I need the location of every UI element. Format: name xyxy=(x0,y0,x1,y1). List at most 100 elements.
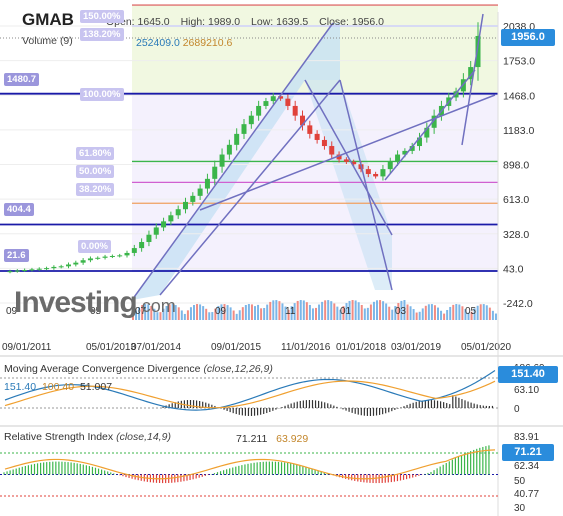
volume-bar xyxy=(446,310,449,320)
volume-bar xyxy=(394,306,397,320)
volume-bar xyxy=(321,301,324,320)
volume-bar xyxy=(168,304,171,320)
volume-bar xyxy=(351,300,354,320)
volume-bar xyxy=(308,304,311,320)
rsi-title: Relative Strength Index (close,14,9) xyxy=(4,431,171,443)
volume-bar xyxy=(470,311,473,320)
candle-body xyxy=(153,227,159,235)
volume-bar xyxy=(433,305,436,320)
volume-bar xyxy=(461,306,464,320)
volume-bar xyxy=(266,304,269,320)
candle-body xyxy=(409,146,415,151)
volume-bar xyxy=(354,300,357,320)
volume-bar xyxy=(388,306,391,320)
volume-bar xyxy=(205,308,208,320)
x-tick-label: 03 xyxy=(395,306,407,317)
candle-body xyxy=(380,169,386,177)
volume-bar xyxy=(382,301,385,320)
candle-body xyxy=(36,268,42,270)
volume-bar xyxy=(296,300,299,320)
volume-bar xyxy=(372,301,375,320)
rsi-params: (close,14,9) xyxy=(116,431,171,443)
candle-body xyxy=(234,133,240,145)
rsi-axis-label: 40.77 xyxy=(514,489,539,500)
symbol-title: GMAB xyxy=(22,10,74,29)
y-tick-label: 613.0 xyxy=(503,194,529,206)
volume-bar xyxy=(220,304,223,320)
volume-bar xyxy=(348,300,351,320)
volume-bar xyxy=(156,312,159,320)
volume-bar xyxy=(452,304,455,320)
candle-body xyxy=(270,96,276,102)
candle-body xyxy=(365,169,371,174)
volume-bar xyxy=(260,308,263,320)
volume-bar xyxy=(144,304,147,320)
candle-body xyxy=(431,115,437,128)
y-tick-label: 1183.0 xyxy=(503,125,534,137)
volume-bar xyxy=(458,304,461,320)
volume-bar xyxy=(287,309,290,320)
candle-body xyxy=(109,255,115,257)
volume-bar xyxy=(180,310,183,320)
candle-body xyxy=(168,215,174,222)
volume-bar xyxy=(229,307,232,320)
macd-title: Moving Average Convergence Divergence (c… xyxy=(4,363,273,375)
candle-body xyxy=(117,255,123,257)
y-tick-label: 1468.0 xyxy=(503,90,535,102)
rsi-value-tag: 71.21 xyxy=(502,444,554,461)
candle-body xyxy=(212,166,218,179)
volume-bar xyxy=(196,304,199,320)
volume-bar xyxy=(147,304,150,320)
macd-signal-line xyxy=(4,380,496,409)
macd-axis-label: 63.10 xyxy=(514,385,539,396)
x-tick-label: 07 xyxy=(135,306,147,317)
trend-line xyxy=(384,69,476,181)
volume-bar xyxy=(263,307,266,320)
investing-logo: Investing.com xyxy=(14,286,176,320)
candle-body xyxy=(58,266,64,268)
candle-body xyxy=(424,127,430,138)
candle-body xyxy=(387,161,393,170)
x-date-label: 01/01/2018 xyxy=(336,342,386,353)
candle-body xyxy=(351,161,357,165)
high-value: High: 1989.0 xyxy=(180,16,241,28)
candle-body xyxy=(395,154,401,162)
x-tick-label: 01 xyxy=(340,306,352,317)
macd-value-tag: 151.40 xyxy=(498,366,558,383)
volume-bar xyxy=(464,309,467,320)
volume-bar xyxy=(241,307,244,320)
volume-bar xyxy=(421,308,424,320)
volume-bar xyxy=(336,306,339,320)
volume-value-b: 2689210.6 xyxy=(182,37,233,49)
candle-body xyxy=(197,188,203,196)
volume-bar xyxy=(284,306,287,320)
candle-body xyxy=(183,201,188,210)
volume-label: Volume (9) xyxy=(22,35,73,47)
volume-bar xyxy=(357,302,360,320)
volume-bar xyxy=(467,312,470,320)
x-date-label: 05/01/2013 xyxy=(86,342,136,353)
rsi-title-text: Relative Strength Index xyxy=(4,431,114,443)
fib-label-382: 38.20% xyxy=(76,183,115,196)
x-tick-label: 05 xyxy=(465,306,477,317)
x-tick-label: 09 xyxy=(6,306,18,317)
rsi-signal-value: 63.929 xyxy=(276,433,309,445)
level-label-404: 404.4 xyxy=(4,203,34,216)
candle-body xyxy=(300,115,305,126)
level-label-1480: 1480.7 xyxy=(4,73,40,86)
volume-bar xyxy=(455,304,458,320)
volume-values: 252409.0 2689210.6 xyxy=(136,37,232,49)
logo-suffix: .com xyxy=(136,296,176,316)
volume-bar xyxy=(269,301,272,320)
candle-body xyxy=(22,269,28,271)
rsi-value: 71.211 xyxy=(236,433,268,445)
candle-body xyxy=(80,260,86,263)
channel-fill-down xyxy=(305,80,392,290)
volume-bar xyxy=(278,301,281,320)
candle-body xyxy=(139,242,145,249)
macd-axis-label: 0 xyxy=(514,404,520,415)
volume-bar xyxy=(141,305,144,320)
volume-bar xyxy=(333,303,336,320)
